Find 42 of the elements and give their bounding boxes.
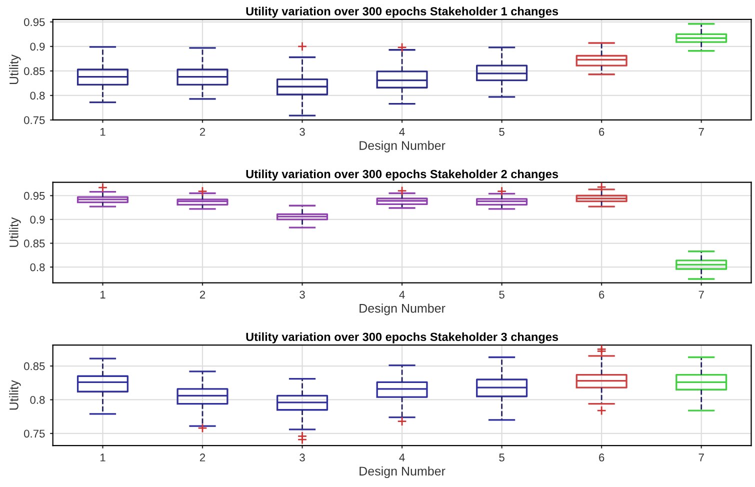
x-tick-label: 1 xyxy=(100,454,106,462)
x-axis-title: Design Number xyxy=(360,304,446,316)
x-tick-label: 4 xyxy=(399,454,405,462)
y-axis-title: Utility xyxy=(9,217,21,247)
x-tick-label: 6 xyxy=(599,290,604,299)
x-tick-label: 2 xyxy=(200,454,206,462)
y-tick-label: 0.75 xyxy=(24,430,45,438)
x-tick-label: 5 xyxy=(499,290,504,299)
x-tick-label: 4 xyxy=(399,128,405,136)
y-axis-title: Utility xyxy=(9,380,21,410)
x-tick-label: 7 xyxy=(698,128,704,136)
x-tick-label: 4 xyxy=(399,290,405,298)
chart-title: Utility variation over 300 epochs Stakeholder 1 changes xyxy=(246,6,558,18)
y-tick-label: 0.75 xyxy=(24,116,45,124)
y-tick-label: 0.85 xyxy=(24,240,45,248)
x-tick-label: 2 xyxy=(200,128,206,136)
x-tick-label: 3 xyxy=(300,290,305,299)
x-tick-label: 3 xyxy=(300,454,305,462)
y-axis-title: Utility xyxy=(9,54,21,84)
x-tick-label: 6 xyxy=(599,128,604,136)
x-tick-label: 2 xyxy=(200,290,206,298)
x-tick-label: 5 xyxy=(499,128,504,136)
chart-title: Utility variation over 300 epochs Stakeholder 2 changes xyxy=(246,170,558,181)
x-tick-label: 7 xyxy=(698,290,704,298)
y-tick-label: 0.85 xyxy=(24,67,45,76)
x-tick-label: 3 xyxy=(300,128,305,136)
x-tick-label: 5 xyxy=(499,454,504,462)
y-tick-label: 0.95 xyxy=(24,18,45,26)
chart-title: Utility variation over 300 epochs Stakeholder 3 changes xyxy=(246,332,558,344)
y-tick-label: 0.8 xyxy=(30,396,45,404)
y-tick-label: 0.95 xyxy=(24,192,45,200)
x-axis-title: Design Number xyxy=(360,466,446,478)
y-tick-label: 0.9 xyxy=(30,42,45,51)
x-tick-label: 6 xyxy=(599,454,604,462)
y-tick-label: 0.8 xyxy=(30,92,45,100)
y-tick-label: 0.8 xyxy=(30,263,45,272)
x-tick-label: 7 xyxy=(698,454,704,462)
x-tick-label: 1 xyxy=(100,128,106,136)
y-tick-label: 0.9 xyxy=(30,216,45,224)
x-tick-label: 1 xyxy=(100,290,106,298)
y-tick-label: 0.85 xyxy=(24,362,45,370)
x-axis-title: Design Number xyxy=(360,140,446,152)
